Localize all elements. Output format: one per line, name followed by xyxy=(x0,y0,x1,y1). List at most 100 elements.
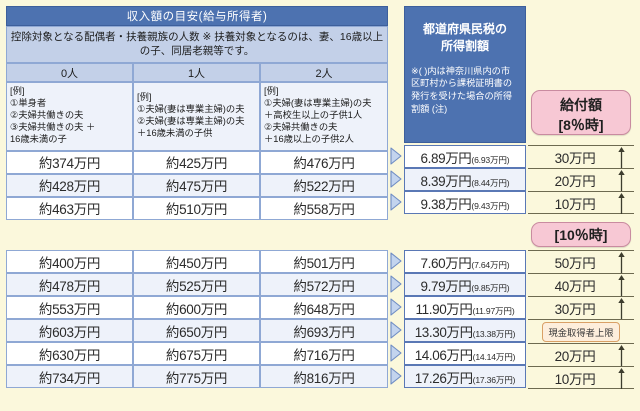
tax-value: 14.06万円(14.14万円) xyxy=(404,342,526,365)
up-arrow-icon xyxy=(616,367,627,389)
table-row: 約428万円 約475万円 約522万円 xyxy=(6,173,388,197)
income-value: 約450万円 xyxy=(133,250,260,273)
table-row: 6.89万円(6.93万円) xyxy=(404,145,526,168)
table-row: 約734万円 約775万円 約816万円 xyxy=(6,365,388,388)
table-row: 11.90万円(11.97万円) xyxy=(404,296,526,319)
tax-main: 14.06万円 xyxy=(414,347,473,363)
income-table-lower: 約400万円 約450万円 約501万円 約478万円 約525万円 約572万… xyxy=(6,250,388,388)
tax-paren: (11.97万円) xyxy=(472,305,515,316)
benefit-value: 40万円 xyxy=(554,279,596,294)
income-value: 約558万円 xyxy=(260,196,388,220)
connector-arrow-icon xyxy=(389,367,403,385)
benefit-value: 30万円 xyxy=(554,302,596,317)
tax-paren: (14.14万円) xyxy=(472,351,516,362)
status-badge-benefit-10: [10％時] xyxy=(531,222,631,247)
income-table-column-header-row: 0人 1人 2人 xyxy=(6,63,388,83)
tax-value: 9.79万円(9.85万円) xyxy=(404,273,526,296)
table-row: 9.38万円(9.43万円) xyxy=(404,191,526,214)
tax-value: 17.26万円(17.36万円) xyxy=(404,365,526,388)
connector-arrow-icon xyxy=(389,344,403,362)
tax-value: 7.60万円(7.64万円) xyxy=(404,250,526,273)
income-value: 約675万円 xyxy=(133,342,260,365)
tax-value: 6.89万円(6.93万円) xyxy=(404,145,526,168)
benefit-values-lower: 50万円 40万円 30万円 現金取得者上限 20万円 xyxy=(528,250,634,389)
up-arrow-icon xyxy=(616,169,627,191)
up-arrow-icon xyxy=(616,192,627,214)
tax-column-header: 都道府県民税の 所得割額 ※( )内は神奈川県内の市区町村から課税証明書の発行を… xyxy=(404,6,526,143)
list-item: 10万円 xyxy=(528,191,634,214)
income-table-title: 収入額の目安(給与所得者) xyxy=(6,6,388,26)
example-cell-1: [例] ①夫婦(妻は専業主婦)の夫 ②夫婦(妻は専業主婦)の夫 ＋16歳未満の子… xyxy=(133,82,260,151)
tax-values-lower: 7.60万円(7.64万円) 9.79万円(9.85万円) 11.90万円(11… xyxy=(404,250,526,388)
table-row: 約630万円 約675万円 約716万円 xyxy=(6,342,388,365)
income-value: 約522万円 xyxy=(260,173,388,197)
example-cell-0: [例] ①単身者 ②夫婦共働きの夫 ③夫婦共働きの夫 ＋ 16歳未満の子 xyxy=(6,82,133,151)
table-row: 約400万円 約450万円 約501万円 xyxy=(6,250,388,273)
connector-arrow-icon xyxy=(389,147,403,165)
tax-paren: (9.85万円) xyxy=(471,282,510,293)
income-value: 約525万円 xyxy=(133,273,260,296)
list-item: 20万円 xyxy=(528,343,634,366)
connector-arrow-icon xyxy=(389,170,403,188)
connector-arrow-icon xyxy=(389,275,403,293)
income-value: 約510万円 xyxy=(133,196,260,220)
table-row: 約478万円 約525万円 約572万円 xyxy=(6,273,388,296)
benefit-value: 30万円 xyxy=(554,151,596,166)
up-arrow-icon xyxy=(616,274,627,296)
table-row: 13.30万円(13.38万円) xyxy=(404,319,526,342)
tax-paren: (9.43万円) xyxy=(471,200,510,211)
tax-main: 13.30万円 xyxy=(414,324,473,340)
benefit-value: 10万円 xyxy=(554,371,596,387)
income-value: 約463万円 xyxy=(6,196,133,220)
tax-main: 9.38万円 xyxy=(420,196,472,212)
income-value: 約816万円 xyxy=(260,365,388,388)
tax-paren: (13.38万円) xyxy=(472,328,516,339)
column-header-0: 0人 xyxy=(6,63,133,83)
tax-main: 9.79万円 xyxy=(420,278,472,294)
income-table-subtitle-row: 控除対象となる配偶者・扶養親族の人数 ※ 扶養対象となるのは、妻、16歳以上の子… xyxy=(6,26,388,64)
list-item: 30万円 xyxy=(528,145,634,168)
cash-limit-row: 現金取得者上限 xyxy=(528,319,634,343)
income-value: 約716万円 xyxy=(260,342,388,365)
tax-value: 13.30万円(13.38万円) xyxy=(404,319,526,342)
income-value: 約648万円 xyxy=(260,296,388,319)
tax-column-title: 都道府県民税の 所得割額 xyxy=(422,22,507,53)
up-arrow-icon xyxy=(616,251,627,273)
tax-values-upper: 6.89万円(6.93万円) 8.39万円(8.44万円) 9.38万円(9.4… xyxy=(404,145,526,214)
income-value: 約734万円 xyxy=(6,365,133,388)
table-row: 7.60万円(7.64万円) xyxy=(404,250,526,273)
income-value: 約374万円 xyxy=(6,150,133,174)
benefit-value: 50万円 xyxy=(554,256,596,271)
benefit-values-upper: 30万円 20万円 10万円 xyxy=(528,145,634,214)
column-header-2: 2人 xyxy=(260,63,388,83)
tax-paren: (6.93万円) xyxy=(471,154,510,165)
up-arrow-icon xyxy=(616,344,627,366)
tax-value: 11.90万円(11.97万円) xyxy=(404,296,526,319)
income-value: 約476万円 xyxy=(260,150,388,174)
connector-arrow-icon xyxy=(389,193,403,211)
benefit-value: 20万円 xyxy=(554,349,596,364)
income-value: 約475万円 xyxy=(133,173,260,197)
benefit-value: 20万円 xyxy=(554,174,596,189)
income-value: 約600万円 xyxy=(133,296,260,319)
status-badge-benefit-8: 給付額 [8％時] xyxy=(531,90,631,135)
tax-column-note: ※( )内は神奈川県内の市区町村から課税証明書の発行を受けた場合の所得割額 (注… xyxy=(411,65,513,114)
tax-paren: (8.44万円) xyxy=(471,177,510,188)
income-value: 約553万円 xyxy=(6,296,133,319)
up-arrow-icon xyxy=(616,146,627,168)
tax-main: 8.39万円 xyxy=(420,173,472,189)
income-table-examples-row: [例] ①単身者 ②夫婦共働きの夫 ③夫婦共働きの夫 ＋ 16歳未満の子 [例]… xyxy=(6,82,388,151)
table-row: 9.79万円(9.85万円) xyxy=(404,273,526,296)
table-row: 17.26万円(17.36万円) xyxy=(404,365,526,388)
income-value: 約775万円 xyxy=(133,365,260,388)
example-cell-2: [例] ①夫婦(妻は専業主婦)の夫 ＋高校生以上の子供1人 ②夫婦共働きの夫 ＋… xyxy=(260,82,388,151)
table-row: 14.06万円(14.14万円) xyxy=(404,342,526,365)
list-item: 40万円 xyxy=(528,273,634,296)
income-value: 約572万円 xyxy=(260,273,388,296)
income-value: 約650万円 xyxy=(133,319,260,342)
tax-main: 7.60万円 xyxy=(420,255,472,271)
up-arrow-icon xyxy=(616,297,627,319)
status-badge-cash-limit: 現金取得者上限 xyxy=(542,321,620,342)
tax-value: 9.38万円(9.43万円) xyxy=(404,191,526,214)
income-table-title-row: 収入額の目安(給与所得者) xyxy=(6,6,388,26)
